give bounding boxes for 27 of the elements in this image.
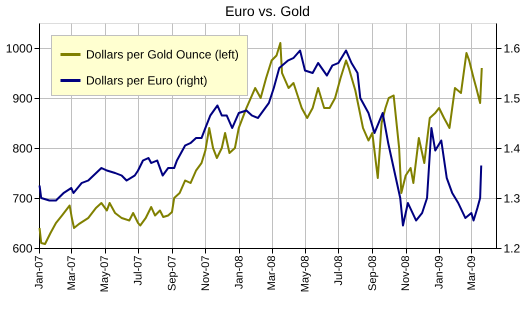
x-tick-label: Nov-08 — [400, 256, 412, 291]
x-tick-label: Mar-08 — [266, 256, 278, 290]
x-tick-label: May-07 — [99, 256, 112, 292]
y2-tick-label: 1.5 — [504, 92, 521, 106]
x-tick-label: Nov-07 — [200, 256, 212, 291]
x-tick-label: Jan-08 — [233, 256, 246, 290]
y-tick-label: 800 — [12, 142, 33, 156]
y2-tick-label: 1.3 — [504, 192, 521, 206]
y-tick-label: 1000 — [6, 42, 33, 56]
x-tick-label: Mar-07 — [66, 256, 78, 290]
chart-title: Euro vs. Gold — [225, 3, 310, 19]
legend-label: Dollars per Gold Ounce (left) — [86, 48, 239, 62]
y-tick-label: 900 — [12, 92, 33, 106]
x-tick-label: Sep-08 — [366, 256, 379, 291]
legend-label: Dollars per Euro (right) — [86, 74, 208, 88]
x-tick-label: May-08 — [299, 256, 312, 292]
y2-tick-label: 1.2 — [504, 242, 521, 256]
x-tick-label: Jan-09 — [434, 256, 446, 290]
x-tick-label: Jul-08 — [332, 256, 345, 286]
x-tick-label: Mar-09 — [466, 256, 478, 290]
x-tick-label: Jul-07 — [132, 256, 145, 286]
x-tick-label: Sep-07 — [166, 256, 178, 291]
y-tick-label: 700 — [12, 192, 33, 206]
y2-tick-label: 1.4 — [504, 142, 521, 156]
y-tick-label: 600 — [12, 242, 33, 256]
x-tick-label: Jan-07 — [34, 256, 46, 290]
y2-tick-label: 1.6 — [504, 42, 521, 56]
